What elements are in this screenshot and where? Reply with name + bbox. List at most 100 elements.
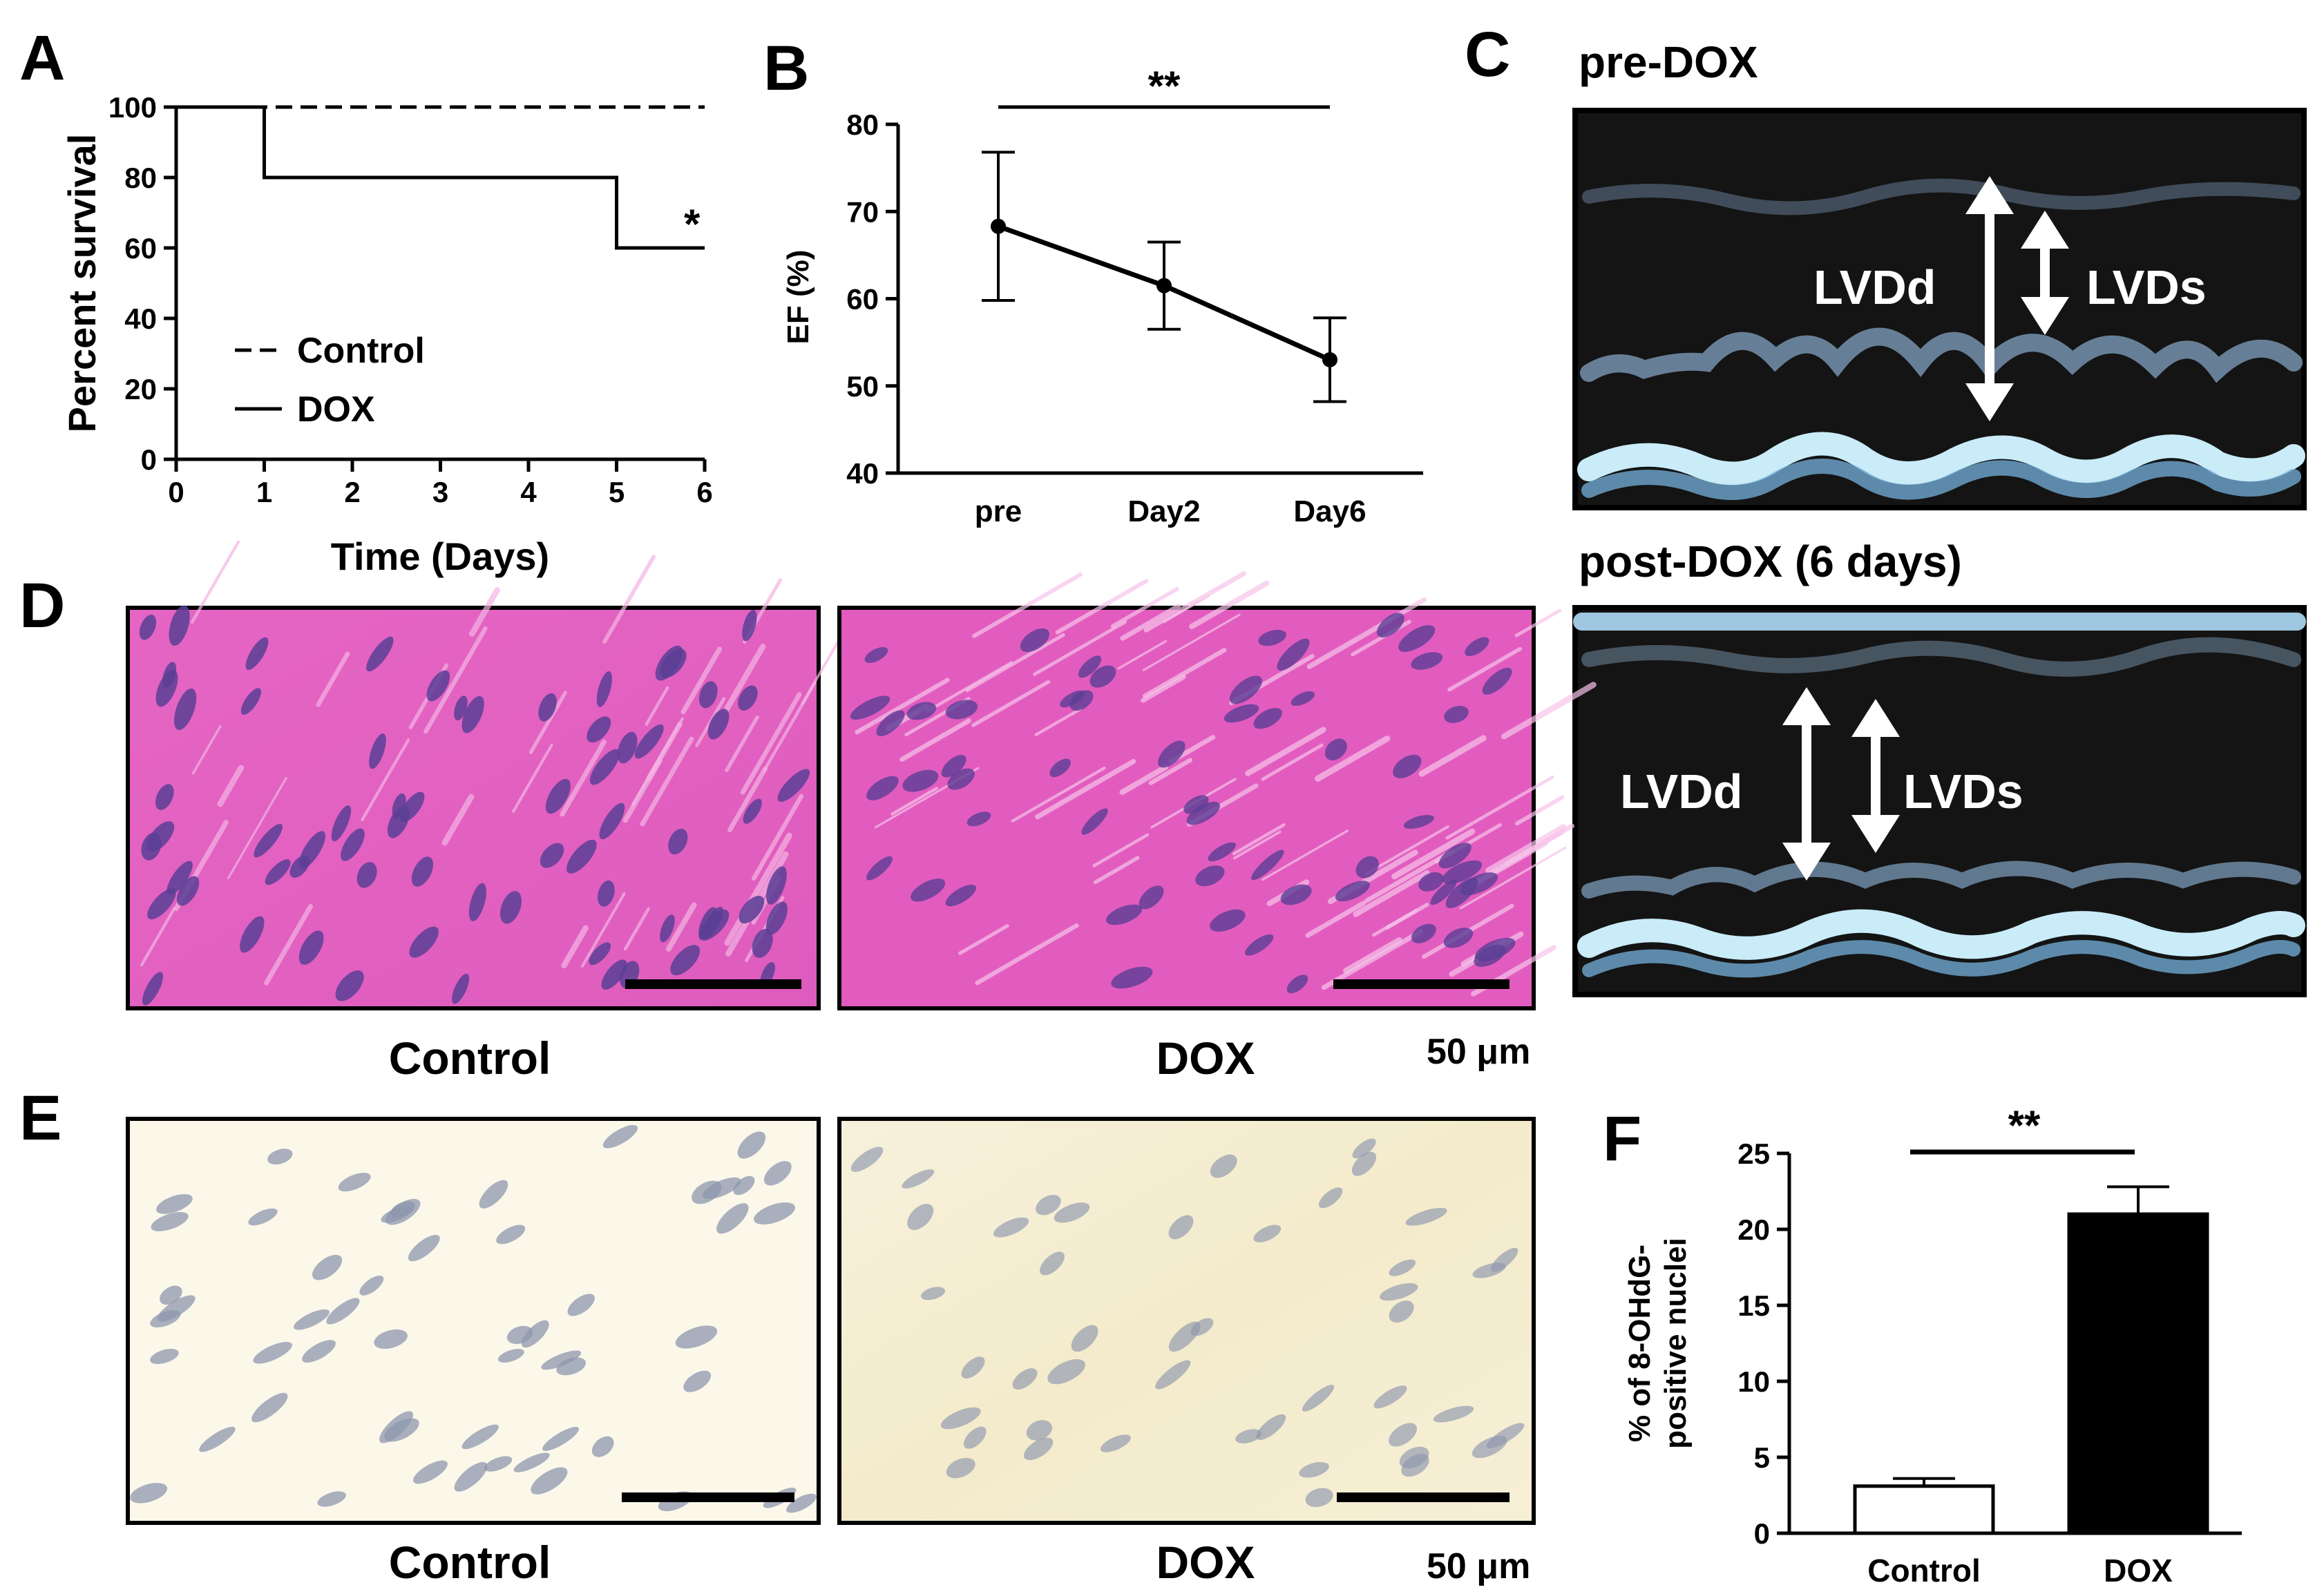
nucleus — [1299, 1461, 1329, 1478]
nucleus — [668, 828, 688, 855]
y-axis-label-line2: positive nuclei — [1659, 1238, 1693, 1449]
nucleus — [683, 1370, 712, 1392]
bar-control — [1853, 1484, 1995, 1535]
nucleus — [737, 1131, 766, 1159]
x-tick-label: 5 — [609, 476, 625, 508]
ihc-dox-label: DOX — [1156, 1537, 1255, 1588]
x-tick-label: pre — [975, 494, 1022, 528]
tissue-streak — [423, 626, 488, 734]
nucleus — [1251, 849, 1284, 881]
significance-label: ** — [2008, 1102, 2041, 1149]
tissue-streak — [361, 738, 410, 822]
echo-post-bottom-glow — [1582, 940, 2301, 978]
nucleus — [1210, 1154, 1237, 1178]
nucleus — [139, 614, 157, 640]
y-tick-label: 40 — [846, 457, 879, 490]
survival-chart: 0 20 40 60 80 100 0 1 2 3 4 5 6 * Percent survival T… — [60, 91, 713, 578]
tissue-streak — [1261, 743, 1324, 781]
nucleus — [763, 1161, 792, 1186]
x-axis-label: Time (Days) — [331, 535, 549, 578]
tissue-streak — [1418, 735, 1487, 777]
nucleus — [596, 671, 612, 707]
legend-control-label: Control — [297, 331, 425, 371]
nucleus — [1054, 1202, 1090, 1223]
tissue-streak — [1261, 829, 1349, 881]
nucleus — [142, 972, 164, 1006]
panel-label-b: B — [763, 33, 809, 104]
nucleus — [1405, 1207, 1447, 1226]
y-tick-label: 5 — [1754, 1441, 1770, 1474]
nucleus — [426, 670, 450, 702]
nucleus — [147, 888, 176, 920]
nucleus — [130, 1483, 168, 1504]
echo-pre-lvdd-label: LVDd — [1813, 260, 1936, 314]
nucleus — [602, 1124, 638, 1149]
nucleus — [1111, 966, 1153, 989]
nucleus — [374, 1329, 408, 1350]
x-tick-label: DOX — [2104, 1553, 2173, 1588]
tissue-streak — [560, 739, 607, 817]
nucleus — [312, 1254, 343, 1280]
nucleus — [902, 1169, 935, 1189]
nucleus — [254, 823, 283, 858]
tissue-streak — [1034, 707, 1083, 736]
ohdg-bar-chart: 0 5 10 15 20 25 Control DOX ** % of 8-OHdG- pos… — [1623, 1102, 2242, 1588]
nucleus — [1474, 944, 1506, 967]
tissue-streak — [1459, 846, 1567, 910]
nucleus — [850, 1146, 884, 1172]
nucleus — [302, 1340, 336, 1363]
nucleus — [1078, 655, 1102, 678]
annotation-asterisk: * — [684, 201, 701, 247]
tissue-streak — [1033, 620, 1127, 676]
nucleus — [1403, 815, 1434, 829]
nucleus — [1253, 1225, 1282, 1242]
y-tick-label: 15 — [1737, 1289, 1770, 1322]
nucleus — [940, 1407, 981, 1430]
tissue-streak — [740, 692, 802, 795]
y-axis-label-line1: % of 8-OHdG- — [1623, 1245, 1657, 1442]
echo-post-lvds-arrow — [1851, 699, 1900, 853]
nucleus — [1223, 704, 1259, 723]
nucleus — [335, 970, 364, 1001]
y-tick-label: 20 — [1737, 1213, 1770, 1246]
nucleus — [359, 1275, 384, 1296]
nucleus — [850, 695, 890, 720]
nucleus — [166, 861, 193, 895]
nucleus — [267, 1149, 293, 1165]
tissue-streak — [580, 892, 626, 968]
he-control-label: Control — [389, 1033, 551, 1084]
tissue-streak — [1232, 823, 1286, 856]
histology-d-dox — [837, 570, 1597, 1010]
nucleus — [1012, 1368, 1038, 1390]
legend-dox-label: DOX — [297, 390, 375, 430]
nucleus — [786, 1493, 817, 1513]
nucleus — [497, 1348, 524, 1363]
he-scale-label: 50 μm — [1427, 1032, 1530, 1072]
tissue-streak — [1035, 758, 1136, 820]
nucleus — [1256, 1414, 1286, 1440]
nucleus — [484, 1456, 513, 1472]
nucleus — [1020, 628, 1050, 653]
nucleus — [298, 930, 324, 965]
nucleus — [963, 1426, 987, 1449]
nucleus — [589, 749, 620, 785]
nucleus — [945, 884, 977, 907]
nucleus — [1411, 923, 1436, 943]
tissue-streak — [971, 680, 1051, 727]
nucleus — [1442, 860, 1483, 884]
tissue-streak — [316, 651, 350, 707]
echo-post-lvdd-label: LVDd — [1620, 765, 1743, 818]
nucleus — [155, 784, 174, 810]
nucleus — [876, 710, 905, 736]
nucleus — [1047, 1359, 1085, 1385]
nucleus — [1335, 881, 1370, 902]
nucleus — [461, 695, 484, 733]
nucleus — [1351, 1151, 1377, 1176]
panel-label-e: E — [19, 1083, 61, 1153]
nucleus — [1355, 856, 1379, 878]
nucleus — [326, 1298, 360, 1325]
nucleus — [531, 1467, 568, 1495]
nucleus — [1389, 1259, 1416, 1276]
nucleus — [155, 669, 178, 707]
y-tick-label: 20 — [124, 373, 157, 405]
